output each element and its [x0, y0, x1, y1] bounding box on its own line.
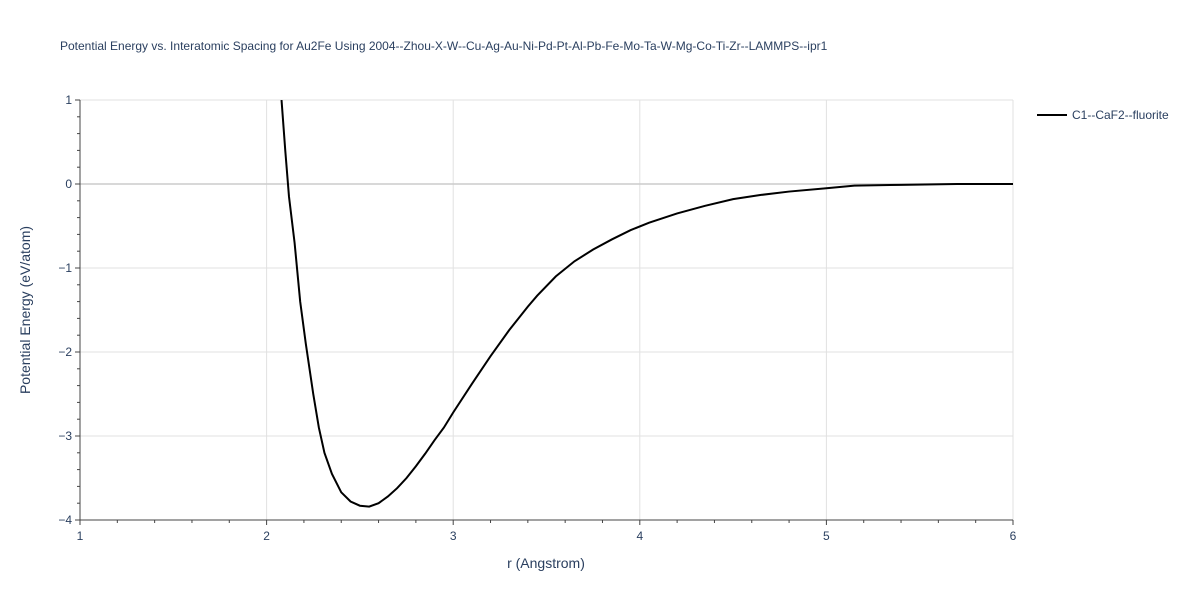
- x-tick-label: 1: [77, 529, 84, 543]
- y-tick-label: 0: [65, 177, 72, 191]
- x-axis-label: r (Angstrom): [507, 555, 585, 571]
- y-tick-label: −3: [58, 429, 72, 443]
- series-layer: [280, 100, 1013, 508]
- grid: [80, 99, 1014, 520]
- x-tick-label: 6: [1010, 529, 1017, 543]
- y-axis-ticks: 1 0 −1 −2 −3 −4: [58, 93, 80, 527]
- chart-title: Potential Energy vs. Interatomic Spacing…: [60, 39, 828, 53]
- series-line: [280, 100, 1013, 508]
- legend[interactable]: C1--CaF2--fluorite: [1037, 108, 1169, 122]
- x-axis-ticks: 1 2 3 4 5 6: [77, 520, 1017, 543]
- x-tick-label: 4: [636, 529, 643, 543]
- y-axis-label: Potential Energy (eV/atom): [17, 226, 33, 394]
- x-tick-label: 3: [450, 529, 457, 543]
- x-tick-label: 5: [823, 529, 830, 543]
- legend-label[interactable]: C1--CaF2--fluorite: [1072, 108, 1169, 122]
- y-tick-label: −2: [58, 345, 72, 359]
- y-tick-label: −1: [58, 261, 72, 275]
- y-tick-label: 1: [65, 93, 72, 107]
- axes: [79, 100, 1013, 521]
- y-tick-label: −4: [58, 513, 72, 527]
- x-tick-label: 2: [263, 529, 270, 543]
